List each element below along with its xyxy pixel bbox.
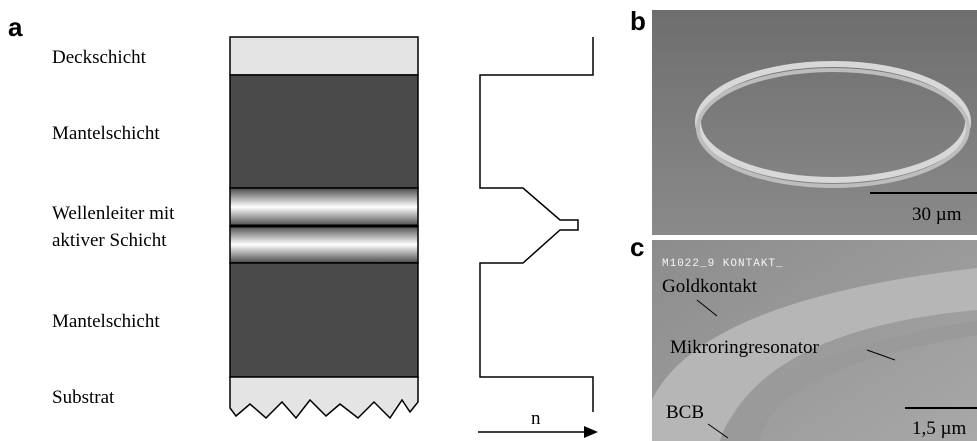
layer-label: Mantelschicht xyxy=(52,311,160,332)
annotation: Mikroringresonator xyxy=(670,337,819,358)
axis-label: n xyxy=(531,408,541,429)
arrow-head xyxy=(584,426,598,438)
sem-header: M1022_9 KONTAKT_ xyxy=(662,258,784,270)
panel-label: b xyxy=(630,6,646,36)
panel-label: c xyxy=(630,232,644,262)
annotation: Goldkontakt xyxy=(662,276,758,297)
figure: a Deckschicht Mantelschicht Wellenleiter… xyxy=(0,0,977,441)
layer-label: Mantelschicht xyxy=(52,123,160,144)
layer-label: Substrat xyxy=(52,387,115,408)
index-profile xyxy=(480,37,593,412)
layer-label: Deckschicht xyxy=(52,47,147,68)
layer-label: aktiver Schicht xyxy=(52,230,167,251)
annotation: BCB xyxy=(666,402,704,423)
panel-label: a xyxy=(8,12,23,42)
layer-label: Wellenleiter mit xyxy=(52,203,175,224)
scale-label: 30 µm xyxy=(912,204,962,225)
scale-label: 1,5 µm xyxy=(912,418,966,439)
